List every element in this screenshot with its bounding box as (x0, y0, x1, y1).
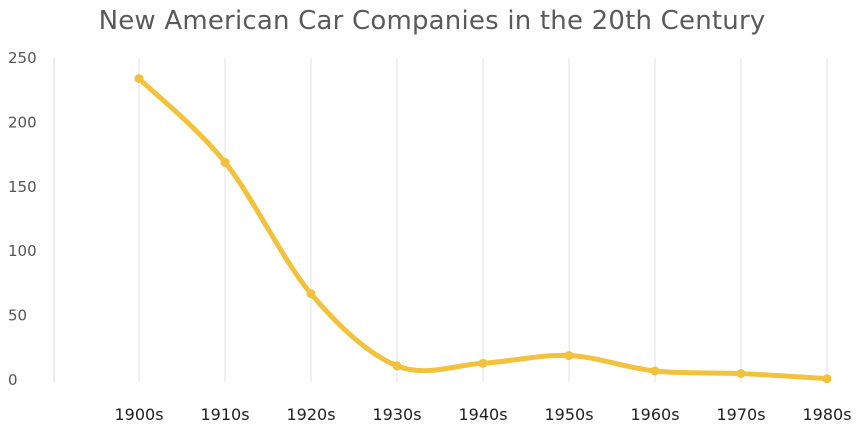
series-line-0 (136, 76, 830, 382)
x-tick-label: 1930s (372, 405, 421, 424)
x-tick-label: 1940s (458, 405, 507, 424)
x-tick-label: 1910s (200, 405, 249, 424)
data-point-1970s (736, 369, 746, 379)
x-tick-label: 1920s (286, 405, 335, 424)
data-point-1930s (392, 361, 402, 371)
x-tick-label: 1960s (630, 405, 679, 424)
data-point-1900s (134, 74, 144, 84)
y-tick-label: 200 (8, 113, 37, 131)
y-tick-label: 50 (8, 307, 27, 325)
x-tick-label: 1980s (802, 405, 851, 424)
x-tick-label: 1970s (716, 405, 765, 424)
data-point-1980s (822, 374, 832, 384)
data-point-1950s (564, 351, 574, 361)
y-tick-label: 250 (8, 49, 37, 67)
data-point-1960s (650, 366, 660, 376)
data-point-1920s (306, 289, 316, 299)
y-tick-label: 150 (8, 178, 37, 196)
x-tick-label: 1900s (114, 405, 163, 424)
data-point-1910s (220, 157, 230, 167)
data-point-1940s (478, 358, 488, 368)
y-tick-label: 0 (8, 371, 18, 389)
y-tick-label: 100 (8, 242, 37, 260)
chart-title: New American Car Companies in the 20th C… (98, 6, 766, 36)
x-tick-label: 1950s (544, 405, 593, 424)
